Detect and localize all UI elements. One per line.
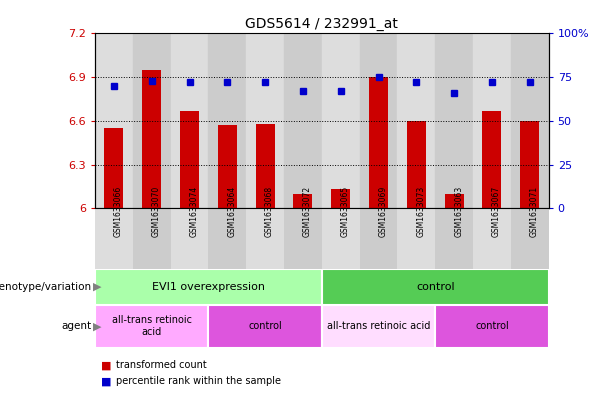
Bar [322,305,435,348]
Text: transformed count: transformed count [116,360,207,371]
Bar [473,208,511,269]
Bar [444,194,463,208]
Bar [482,111,501,208]
Bar [95,269,322,305]
Bar [397,33,435,208]
Bar [95,305,208,348]
Bar [95,208,133,269]
Bar [520,121,539,208]
Bar [142,70,161,208]
Text: ▶: ▶ [93,321,102,331]
Text: control: control [248,321,282,331]
Bar [284,208,322,269]
Bar [180,111,199,208]
Text: GSM1633070: GSM1633070 [151,186,161,237]
Text: GSM1633063: GSM1633063 [454,186,463,237]
Text: ■: ■ [101,360,112,371]
Bar [256,124,275,208]
Bar [104,128,123,208]
Bar [397,208,435,269]
Bar [133,208,170,269]
Bar [511,33,549,208]
Text: control: control [416,282,455,292]
Bar [170,33,208,208]
Text: control: control [475,321,509,331]
Bar [170,208,208,269]
Text: GSM1633069: GSM1633069 [378,186,387,237]
Bar [246,208,284,269]
Title: GDS5614 / 232991_at: GDS5614 / 232991_at [245,17,398,31]
Bar [322,33,360,208]
Bar [208,33,246,208]
Bar [369,77,388,208]
Text: GSM1633073: GSM1633073 [416,186,425,237]
Text: GSM1633065: GSM1633065 [341,186,350,237]
Text: percentile rank within the sample: percentile rank within the sample [116,376,281,386]
Bar [435,305,549,348]
Text: genotype/variation: genotype/variation [0,282,92,292]
Text: GSM1633074: GSM1633074 [189,186,199,237]
Text: ■: ■ [101,376,112,386]
Bar [218,125,237,208]
Text: GSM1633071: GSM1633071 [530,186,539,237]
Text: GSM1633067: GSM1633067 [492,186,501,237]
Text: EVI1 overexpression: EVI1 overexpression [152,282,265,292]
Bar [473,33,511,208]
Text: agent: agent [62,321,92,331]
Bar [511,208,549,269]
Bar [95,33,133,208]
Bar [331,189,350,208]
Bar [360,33,397,208]
Text: all-trans retinoic acid: all-trans retinoic acid [327,321,430,331]
Bar [208,305,322,348]
Text: GSM1633066: GSM1633066 [114,186,123,237]
Bar [435,208,473,269]
Bar [294,194,313,208]
Bar [407,121,426,208]
Bar [360,208,397,269]
Bar [133,33,170,208]
Text: GSM1633068: GSM1633068 [265,186,274,237]
Bar [284,33,322,208]
Bar [322,269,549,305]
Bar [435,33,473,208]
Bar [246,33,284,208]
Text: GSM1633072: GSM1633072 [303,186,312,237]
Text: all-trans retinoic
acid: all-trans retinoic acid [112,316,192,337]
Bar [322,208,360,269]
Bar [208,208,246,269]
Text: ▶: ▶ [93,282,102,292]
Text: GSM1633064: GSM1633064 [227,186,237,237]
